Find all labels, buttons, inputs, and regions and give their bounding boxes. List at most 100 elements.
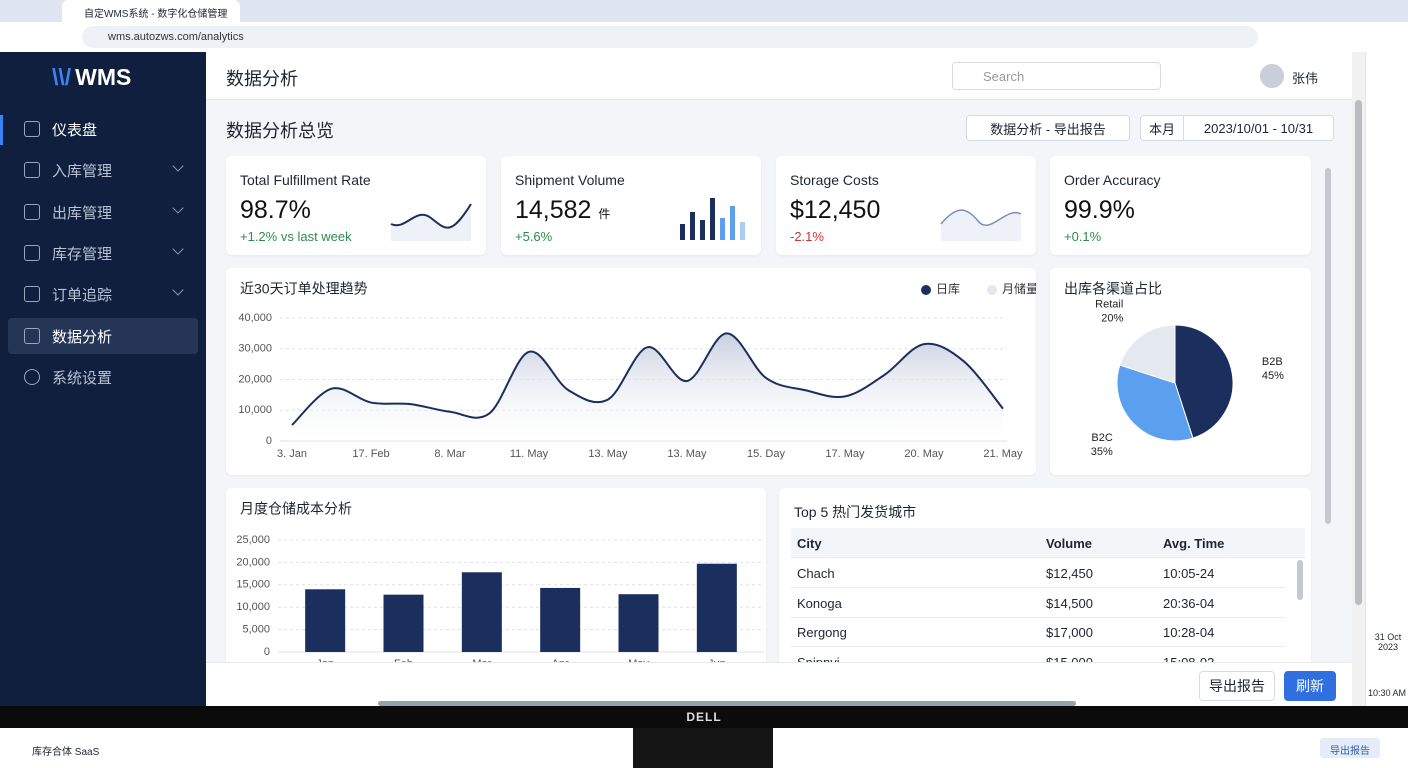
kpi-label: Order Accuracy [1064,172,1161,188]
kpi-change: -2.1% [790,229,824,244]
date-range[interactable]: 2023/10/01 - 10/31 [1183,115,1334,141]
bar [461,572,502,652]
y-tick-label: 0 [266,435,272,447]
url: wms.autozws.com/analytics [108,31,244,43]
y-tick-label: 30,000 [238,343,272,355]
area-fill [292,333,1003,441]
mini-bars [680,198,745,240]
pie-value-label: 35% [1091,446,1113,458]
table-title: Top 5 热门发货城市 [794,504,917,520]
tab-title: 自定WMS系统 - 数字化仓储管理 [84,9,228,20]
x-tick-label: 20. May [904,448,944,460]
y-tick-label: 25,000 [236,534,270,546]
pie-card: 出库各渠道占比 B2B 45% B2C 35% Retail 20% [1050,268,1311,475]
sidebar: \\/WMS 仪表盘 入库管理 出库管理 库存管理 订单追踪 数据分析 系统设置 [0,52,206,706]
period-select[interactable]: 本月 [1140,115,1184,141]
pie-label: B2B [1262,356,1283,368]
pie-slice [1116,364,1194,442]
nav-item[interactable]: 出库管理 [8,194,198,230]
export-button[interactable]: 导出报告 [1199,671,1275,701]
content-scrollbar[interactable] [1325,168,1331,524]
pie-slice [1174,324,1234,439]
kpi-card: Shipment Volume 14,582 件 +5.6% [501,156,761,255]
bar [696,563,737,652]
nav-item[interactable]: 数据分析 [8,318,198,354]
nav-item[interactable]: 订单追踪 [8,276,198,312]
logo-text: WMS [75,64,132,90]
refresh-button[interactable]: 刷新 [1284,671,1336,701]
address-bar: wms.autozws.com/analytics [0,22,1408,52]
bar [383,594,424,652]
kpi-label: Total Fulfillment Rate [240,172,371,188]
label: 仪表盘 [52,121,98,139]
y-tick-label: 10,000 [236,601,270,613]
table-scrollbar[interactable] [1297,560,1303,600]
nav-item[interactable]: 系统设置 [8,359,198,395]
x-tick-label: 8. Mar [434,448,466,460]
tab-bar: 自定WMS系统 - 数字化仓储管理 [0,0,1408,22]
footer-bar: 导出报告 刷新 [206,662,1352,706]
y-tick-label: 5,000 [242,624,270,636]
table-cell: 20:36-04 [1163,595,1215,611]
pie-label: B2C [1091,432,1112,444]
page-heading: 数据分析 [226,69,298,89]
pie-value-label: 20% [1101,313,1123,325]
y-tick-label: 15,000 [236,579,270,591]
chart-title: 月度仓储成本分析 [240,501,352,517]
nav-item[interactable]: 库存管理 [8,235,198,271]
legend-label: 日库 [936,281,960,296]
search-placeholder: Search [983,69,1025,84]
h-scrollbar[interactable] [378,701,1076,706]
line [291,332,1004,426]
bezel: DELL [0,706,1408,728]
label: 入库管理 [52,162,113,180]
clock-time: 10:30 AM [1368,688,1407,698]
bar [540,587,581,652]
x-tick-label: 15. Day [747,448,785,460]
table-cell: Rergong [797,625,847,640]
kpi-value: 98.7% [240,196,311,224]
kpi-card: Storage Costs $12,450 -2.1% [776,156,1036,255]
taskbar: 库存合体 SaaS 导出报告 [0,728,1408,768]
sparkline [940,209,1022,241]
brand: DELL [686,710,722,724]
search-box[interactable]: Search [952,62,1161,90]
table-cell: $14,500 [1046,595,1093,611]
kpi-card: Total Fulfillment Rate 98.7% +1.2% vs la… [226,156,486,255]
column-header: Avg. Time [1163,536,1225,551]
kpi-change: +5.6% [515,229,553,244]
kpi-label: Shipment Volume [515,172,625,188]
page-scroll-track [1352,52,1365,706]
nav-item[interactable]: 仪表盘 [8,111,198,147]
x-tick-label: 17. May [825,448,865,460]
tab[interactable]: 自定WMS系统 - 数字化仓储管理 [62,0,240,22]
legend-label: 月储量 [1002,281,1036,296]
user-name[interactable]: 张伟 [1292,71,1319,86]
table-row[interactable]: Rergong $17,000 10:28-04 [791,617,1285,647]
logo: \\/WMS [52,64,132,90]
table-cell: Konoga [797,595,842,611]
kpi-value: 14,582 [515,196,592,224]
avatar[interactable] [1260,64,1284,88]
table-cell: Chach [797,566,835,581]
x-tick-label: 11. May [510,448,549,460]
report-select[interactable]: 数据分析 - 导出报告 [966,115,1130,141]
taskbar-button[interactable]: 导出报告 [1320,738,1380,758]
side-panel: 31 Oct 2023 10:30 AM [1365,52,1408,706]
x-tick-label: 21. May [983,448,1023,460]
table-row[interactable]: Konoga $14,500 20:36-04 [791,588,1285,618]
taskbar-app[interactable]: 库存合体 SaaS [32,747,100,758]
url-field[interactable]: wms.autozws.com/analytics [82,26,1258,48]
kpi-value: 99.9% [1064,196,1135,224]
pie-slice [1119,324,1176,384]
table-row[interactable]: Chach $12,450 10:05-24 [791,558,1285,588]
chart-title: 出库各渠道占比 [1064,281,1162,297]
kpi-card: Order Accuracy 99.9% +0.1% [1050,156,1311,255]
line-chart: 近30天订单处理趋势 0 10,000 20,000 30,000 40,000 3. Ja… [238,281,1036,460]
table-cell: 10:05-24 [1163,566,1215,581]
page-scrollbar[interactable] [1355,100,1362,605]
x-tick-label: 13. May [667,448,707,460]
label: 数据分析 [52,328,113,346]
nav-item[interactable]: 入库管理 [8,152,198,188]
